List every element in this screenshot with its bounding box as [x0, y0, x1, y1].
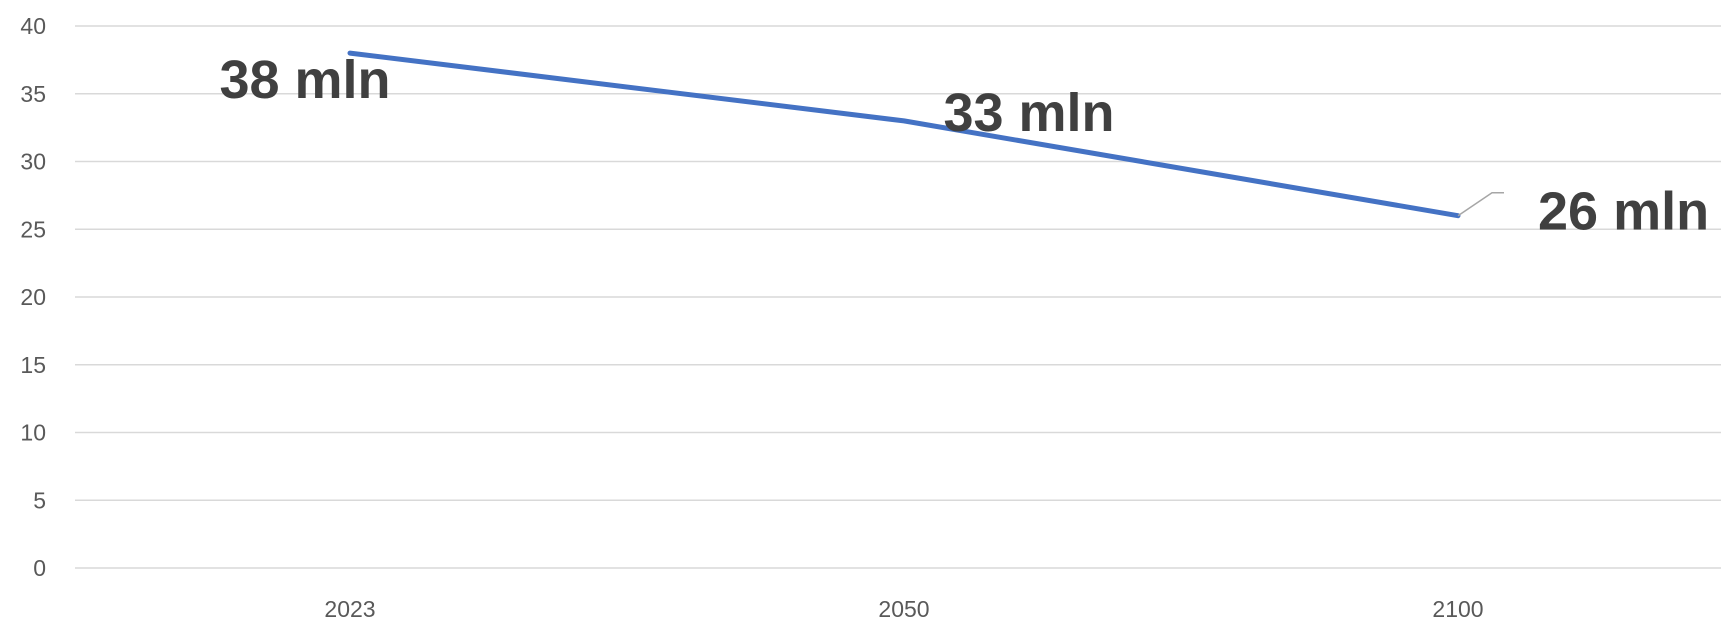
data-label: 38 mln [219, 50, 390, 110]
y-tick-label: 20 [20, 284, 46, 310]
y-tick-label: 25 [20, 216, 46, 242]
x-axis-ticks: 2023 2050 2100 [324, 596, 1483, 620]
data-labels: 38 mln 33 mln 26 mln [219, 50, 1709, 242]
y-tick-label: 5 [33, 487, 46, 513]
gridlines [75, 25, 1721, 569]
y-axis-ticks: 0 5 10 15 20 25 30 35 40 [20, 13, 46, 581]
y-tick-label: 10 [20, 420, 46, 446]
x-tick-label: 2050 [878, 596, 929, 620]
y-tick-label: 35 [20, 81, 46, 107]
y-tick-label: 40 [20, 13, 46, 39]
x-tick-label: 2100 [1432, 596, 1483, 620]
data-label-leader [1457, 191, 1504, 217]
data-label: 26 mln [1538, 182, 1709, 242]
series-lines [347, 50, 1461, 219]
data-label: 33 mln [943, 83, 1114, 143]
series-line [347, 50, 1461, 219]
y-tick-label: 0 [33, 555, 46, 581]
x-tick-label: 2023 [324, 596, 375, 620]
y-tick-label: 15 [20, 352, 46, 378]
y-tick-label: 30 [20, 149, 46, 175]
